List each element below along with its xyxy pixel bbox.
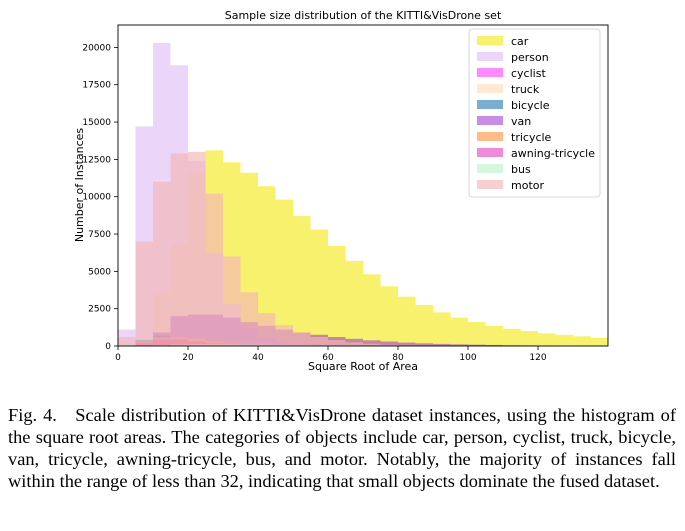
legend-swatch-motor [477,180,503,189]
legend-swatch-car [477,36,503,45]
bar-motor-bin-7 [240,292,258,346]
bar-van-bin-15 [380,341,398,346]
legend-label-awning-tricycle: awning-tricycle [511,147,595,160]
bar-car-bin-23 [520,331,538,346]
bar-van-bin-18 [433,343,451,346]
legend-swatch-awning-tricycle [477,148,503,157]
bar-motor-bin-10 [293,332,311,346]
y-axis-label: Number of Instances [73,128,86,243]
bar-car-bin-13 [345,260,363,346]
bar-car-bin-26 [573,336,591,346]
legend-label-person: person [511,51,549,64]
bar-car-bin-20 [468,322,486,346]
bar-motor-bin-2 [153,181,171,346]
bar-car-bin-24 [538,333,556,346]
bar-car-bin-27 [590,337,608,346]
bar-motor-bin-11 [310,337,328,346]
bar-car-bin-25 [555,334,573,346]
bar-van-bin-16 [398,342,416,346]
x-tick-label: 120 [529,353,546,363]
bar-car-bin-22 [503,328,521,346]
y-tick-label: 15000 [82,118,111,128]
y-tick-label: 17500 [82,81,111,91]
x-axis-ticks: 0 20 40 60 80 100 120 [115,346,547,363]
bar-car-bin-8 [258,186,276,346]
x-tick-label: 100 [459,353,476,363]
chart-title: Sample size distribution of the KITTI&Vi… [225,9,502,22]
y-tick-label: 2500 [88,305,111,315]
bar-car-bin-16 [398,296,416,346]
bar-motor-bin-8 [258,313,276,346]
bar-car-bin-18 [433,312,451,346]
histogram-bars [118,42,608,347]
histogram-chart: Sample size distribution of the KITTI&Vi… [73,9,609,373]
bar-motor-bin-5 [205,193,223,346]
bar-van-bin-21 [485,344,503,346]
legend: car person cyclist truck bicycle van tricycle a… [468,28,601,198]
bar-car-bin-11 [310,229,328,346]
bar-motor-bin-0 [118,337,136,346]
y-axis-ticks: 0 2500 5000 7500 10000 12500 15000 17500 20000 [82,43,118,352]
legend-label-bicycle: bicycle [511,99,550,112]
legend-swatch-tricycle [477,132,503,141]
bar-motor-bin-6 [223,256,241,346]
x-tick-label: 0 [115,353,121,363]
bar-car-bin-9 [275,199,293,346]
legend-swatch-truck [477,84,503,93]
legend-swatch-bus [477,164,503,173]
y-tick-label: 5000 [88,267,111,277]
y-tick-label: 20000 [82,43,111,53]
x-axis-label: Square Root of Area [308,360,418,373]
x-tick-label: 80 [392,353,404,363]
bar-motor-bin-9 [275,325,293,346]
bar-car-bin-15 [380,286,398,346]
bar-motor-bin-15 [380,344,398,346]
bar-car-bin-17 [415,304,433,346]
bar-car-bin-21 [485,325,503,346]
figure-caption: Fig. 4. Scale distribution of KITTI&VisD… [8,405,676,491]
y-tick-label: 12500 [82,155,111,165]
legend-label-bus: bus [511,163,531,176]
bar-motor-bin-3 [170,153,188,346]
bar-car-bin-10 [293,216,311,346]
bar-motor-bin-14 [363,343,381,346]
y-tick-label: 7500 [88,230,111,240]
bar-van-bin-19 [450,344,468,346]
legend-swatch-bicycle [477,100,503,109]
bar-van-bin-17 [415,343,433,346]
x-tick-label: 60 [322,353,334,363]
bar-van-bin-20 [468,344,486,346]
bar-motor-bin-12 [328,340,346,346]
legend-swatch-person [477,52,503,61]
legend-label-van: van [511,115,531,128]
legend-label-tricycle: tricycle [511,131,552,144]
y-tick-label: 10000 [82,193,111,203]
legend-swatch-cyclist [477,68,503,77]
x-tick-label: 20 [182,353,194,363]
legend-label-motor: motor [511,179,544,192]
bar-motor-bin-13 [345,342,363,346]
legend-label-truck: truck [511,83,540,96]
y-tick-label: 0 [105,342,111,352]
plot-frame [117,24,609,347]
legend-swatch-van [477,116,503,125]
bar-car-bin-12 [328,245,346,346]
legend-label-car: car [511,35,529,48]
bar-van-bin-14 [363,340,381,346]
x-tick-label: 40 [252,353,264,363]
bar-motor-bin-1 [135,241,153,346]
legend-label-cyclist: cyclist [511,67,546,80]
bar-car-bin-19 [450,317,468,346]
bar-car-bin-14 [363,274,381,346]
bar-motor-bin-4 [188,151,206,346]
